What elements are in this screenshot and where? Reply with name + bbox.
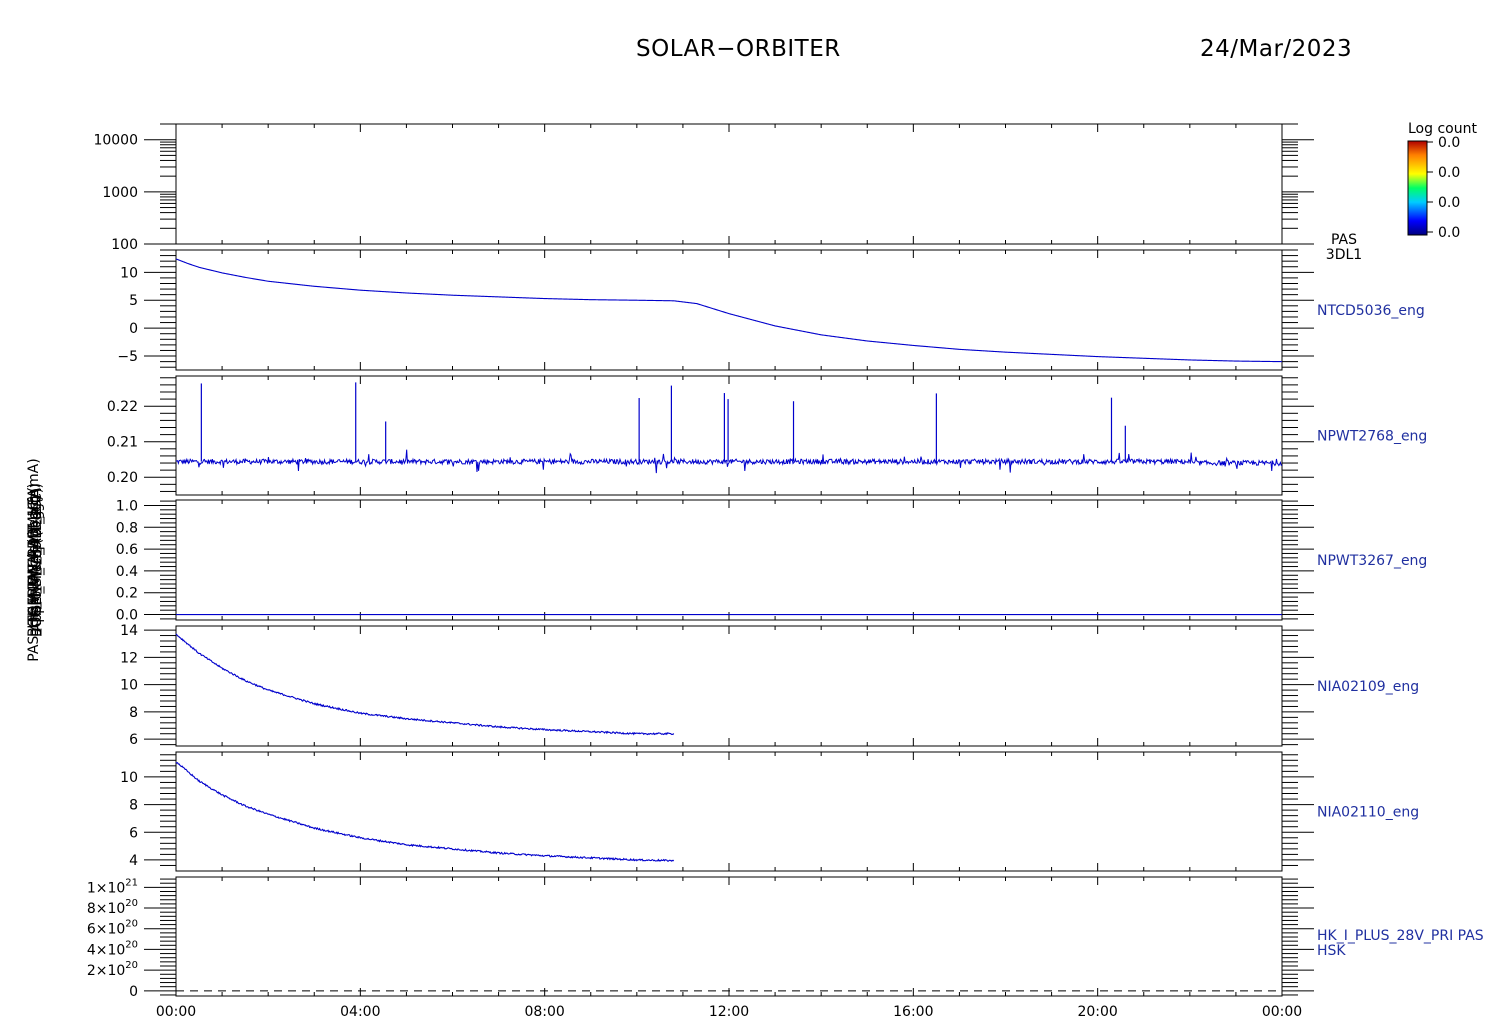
panel-ntcd5036: −5 0 5 10 NTCD5036_eng: [117, 249, 1425, 371]
y-axis-title: PAS_HK_IMON_PDRMHE (mA): [26, 458, 42, 661]
y-tick-label: 4×1020: [87, 939, 138, 958]
panel-label: NPWT3267_eng: [1317, 553, 1427, 569]
series-line: [175, 633, 675, 736]
y-tick-label: 0.8: [116, 520, 138, 536]
panel-label: NIA02109_eng: [1317, 679, 1419, 695]
y-tick-label: 8: [129, 705, 138, 721]
panel-label: 3DL1: [1326, 247, 1362, 263]
y-tick-label: 0.6: [116, 542, 138, 558]
y-axis-title: THERM_CA (DegC): [26, 495, 42, 626]
panel-frame: [175, 751, 1283, 872]
x-tick-label: 16:00: [893, 1004, 933, 1020]
colorbar-scale: [1407, 140, 1428, 236]
y-tick-label: 8×1020: [87, 898, 138, 917]
y-axis-title: PAS (eV): [26, 530, 42, 590]
x-tick-label: 04:00: [340, 1004, 380, 1020]
y-tick-label: 0.0: [116, 608, 138, 624]
y-tick-label: 0.21: [107, 435, 138, 451]
y-tick-label: −5: [117, 349, 138, 365]
series-line: [175, 449, 1283, 474]
panel-label: PAS: [1331, 232, 1357, 248]
panel-frame: [175, 499, 1283, 621]
y-tick-label: 0: [129, 321, 138, 337]
panel-nia02109: 6 8 10 12 14 NIA02109_eng: [120, 623, 1419, 748]
panel-label: HSK: [1317, 943, 1346, 959]
panel-frame: [175, 625, 1283, 747]
y-axis-title: Approx Temp (DegC): [29, 488, 45, 632]
colorbar-tick-label: 0.0: [1438, 225, 1460, 241]
x-tick-label: 12:00: [709, 1004, 749, 1020]
panel-label: NTCD5036_eng: [1317, 303, 1425, 319]
panel-frame: [175, 375, 1283, 496]
plot-title: SOLAR−ORBITER: [636, 36, 841, 62]
y-tick-label: 0: [129, 984, 138, 1000]
y-tick-label: 5: [129, 293, 138, 309]
x-tick-label: 08:00: [524, 1004, 564, 1020]
panel-frame: [175, 249, 1283, 371]
y-tick-label: 0.20: [107, 470, 138, 486]
panel-label: NIA02110_eng: [1317, 805, 1419, 821]
y-tick-label: 10: [120, 678, 138, 694]
panel-npwt3267: 0.0 0.2 0.4 0.6 0.8 1.0 NPWT3267_eng: [116, 498, 1428, 623]
y-axis-title: BOOM_SWA_ALT_1 (A): [26, 483, 42, 637]
y-tick-label: 100: [111, 237, 138, 253]
y-tick-label: 2×1020: [87, 960, 138, 979]
y-tick-label: 0.22: [107, 399, 138, 415]
plot-date: 24/Mar/2023: [1200, 36, 1353, 62]
series-line: [175, 258, 1283, 363]
y-tick-label: 6: [129, 732, 138, 748]
y-tick-label: 6: [129, 825, 138, 841]
y-tick-label: 1×1021: [87, 877, 138, 896]
y-tick-label: 4: [129, 853, 138, 869]
panel-nia02110: 4 6 8 10 NIA02110_eng: [120, 751, 1419, 872]
y-axis-title: BOOM_SWA_ALT_2 (A): [29, 483, 45, 637]
colorbar-title: Log count: [1408, 121, 1477, 137]
colorbar-tick-label: 0.0: [1438, 165, 1460, 181]
colorbar-tick-label: 0.0: [1438, 135, 1460, 151]
y-axis-title: THERM_CB (DegC): [29, 495, 45, 626]
y-tick-label: 0.4: [116, 564, 138, 580]
y-tick-label: 10: [120, 265, 138, 281]
y-tick-label: 14: [120, 623, 138, 639]
panel-npwt2768: 0.20 0.21 0.22 NPWT2768_eng: [107, 375, 1427, 496]
panel-label: HK_I_PLUS_28V_PRI PAS: [1317, 928, 1484, 944]
y-tick-label: 1.0: [116, 498, 138, 514]
y-tick-label: 0.2: [116, 586, 138, 602]
series-line: [175, 761, 675, 862]
panel-frame: [175, 876, 1283, 997]
y-tick-label: 10000: [93, 133, 138, 149]
x-tick-label: 00:00: [1262, 1004, 1302, 1020]
colorbar-tick-label: 0.0: [1438, 195, 1460, 211]
y-tick-label: 12: [120, 650, 138, 666]
x-tick-label: 20:00: [1077, 1004, 1117, 1020]
x-tick-label: 00:00: [156, 1004, 196, 1020]
panel-frame: [175, 123, 1283, 245]
panel-label: NPWT2768_eng: [1317, 429, 1427, 445]
y-tick-label: 1000: [102, 185, 138, 201]
y-tick-label: 10: [120, 770, 138, 786]
y-tick-label: 6×1020: [87, 919, 138, 938]
y-tick-label: 8: [129, 798, 138, 814]
